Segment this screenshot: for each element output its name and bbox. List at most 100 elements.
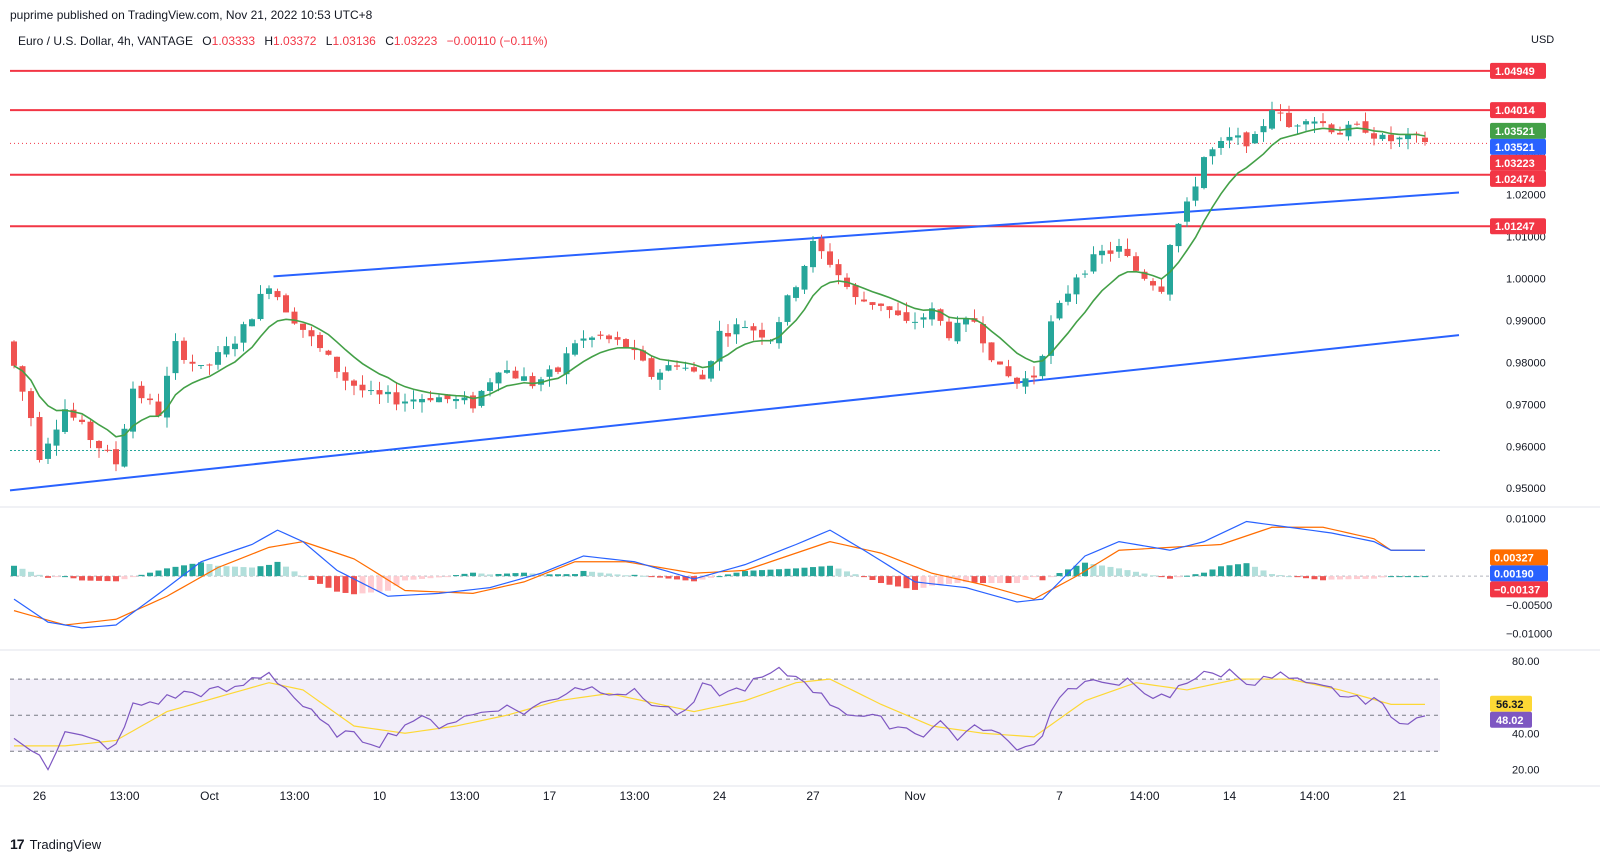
candle-body: [997, 361, 1003, 365]
candle-body: [402, 401, 408, 404]
macd-histogram-bar: [410, 576, 417, 580]
candle-body: [334, 356, 340, 372]
macd-histogram-bar: [1133, 571, 1139, 577]
price-label-badge: [1490, 170, 1546, 187]
price-axis-tick: 1.01000: [1506, 232, 1546, 244]
macd-histogram-bar: [487, 574, 493, 577]
macd-histogram-bar: [334, 576, 340, 592]
candle-body: [172, 341, 179, 374]
candle-body: [1005, 366, 1012, 377]
macd-histogram-bar: [946, 576, 952, 584]
open-label: O: [202, 34, 212, 48]
candle-body: [79, 419, 85, 422]
candle-body: [113, 449, 119, 465]
macd-histogram-bar: [147, 572, 153, 577]
macd-histogram-bar: [308, 576, 315, 581]
macd-histogram-bar: [172, 566, 179, 577]
symbol-name[interactable]: Euro / U.S. Dollar, 4h, VANTAGE: [18, 34, 193, 48]
candle-body: [589, 337, 595, 340]
macd-histogram-bar: [1269, 574, 1275, 577]
macd-histogram-bar: [11, 565, 17, 577]
candle-body: [291, 311, 298, 324]
candle-body: [580, 338, 587, 341]
candle-body: [138, 385, 145, 399]
time-axis-tick: 24: [713, 789, 727, 803]
macd-histogram-bar: [937, 576, 944, 585]
candle-body: [121, 428, 128, 467]
macd-histogram-bar: [1243, 563, 1250, 577]
macd-histogram-bar: [767, 569, 774, 577]
macd-histogram-bar: [104, 576, 111, 582]
macd-histogram-bar: [1362, 576, 1369, 579]
macd-histogram-bar: [1328, 576, 1335, 580]
macd-histogram-bar: [827, 565, 833, 577]
rsi-label-text: 56.32: [1496, 699, 1524, 711]
macd-axis-tick: 0.01000: [1506, 514, 1546, 526]
candle-body: [368, 390, 374, 392]
candle-body: [19, 366, 26, 392]
candle-body: [912, 321, 918, 323]
candle-body: [62, 409, 68, 432]
candle-body: [206, 364, 213, 366]
candle-body: [1039, 355, 1046, 377]
candle-body: [223, 346, 230, 355]
price-label-text: 1.03223: [1495, 158, 1535, 170]
macd-histogram-bar: [62, 576, 68, 578]
macd-histogram-bar: [1413, 576, 1420, 578]
candle-body: [878, 303, 884, 306]
macd-axis-tick: −0.00500: [1506, 600, 1552, 612]
candle-body: [1167, 245, 1173, 295]
macd-histogram-bar: [427, 576, 434, 579]
price-label-badge: [1490, 102, 1546, 119]
price-axis-tick: 0.95000: [1506, 483, 1546, 495]
macd-histogram-bar: [1014, 576, 1020, 584]
candle-body: [1082, 273, 1088, 275]
macd-histogram-bar: [436, 576, 442, 578]
candle-body: [546, 369, 553, 377]
macd-label-badge: [1490, 581, 1548, 598]
candle-body: [776, 322, 782, 344]
candle-body: [886, 306, 893, 311]
candle-body: [1294, 125, 1301, 127]
price-label-text: 1.03521: [1495, 126, 1535, 138]
candle-body: [1362, 121, 1369, 133]
candle-body: [325, 350, 332, 355]
macd-histogram-bar: [1031, 576, 1037, 578]
candle-body: [147, 398, 153, 401]
candle-body: [1252, 133, 1258, 144]
candle-body: [487, 382, 493, 391]
candle-body: [410, 399, 417, 402]
candle-body: [342, 372, 349, 381]
macd-histogram-bar: [555, 574, 561, 577]
candle-body: [699, 374, 706, 380]
candle-body: [427, 397, 434, 401]
candle-body: [1141, 271, 1148, 279]
macd-histogram-bar: [623, 575, 629, 577]
candle-body: [308, 330, 315, 337]
macd-histogram-bar: [1082, 562, 1088, 577]
macd-histogram-bar: [240, 567, 247, 577]
macd-histogram-bar: [997, 576, 1003, 584]
macd-histogram-bar: [1124, 570, 1131, 577]
macd-histogram-bar: [580, 570, 587, 577]
macd-histogram-bar: [708, 576, 714, 578]
macd-label-text: 0.00190: [1494, 568, 1534, 580]
macd-histogram-bar: [1260, 570, 1267, 577]
price-label-badge: [1490, 138, 1546, 155]
candle-body: [274, 291, 281, 298]
candle-body: [1311, 121, 1318, 124]
macd-histogram-bar: [96, 576, 102, 581]
macd-histogram-bar: [1090, 564, 1097, 577]
rsi-line: [13, 666, 1426, 771]
candle-body: [614, 337, 621, 340]
macd-axis-tick: −0.01000: [1506, 629, 1552, 641]
candle-body: [1337, 132, 1343, 135]
candle-body: [1133, 256, 1139, 271]
close-label: C: [385, 34, 394, 48]
candle-body: [393, 392, 400, 405]
macd-histogram: [11, 561, 1428, 595]
time-axis-tick: 26: [33, 789, 47, 803]
tradingview-brand[interactable]: 17 TradingView: [10, 836, 101, 852]
macd-histogram-bar: [784, 568, 791, 577]
